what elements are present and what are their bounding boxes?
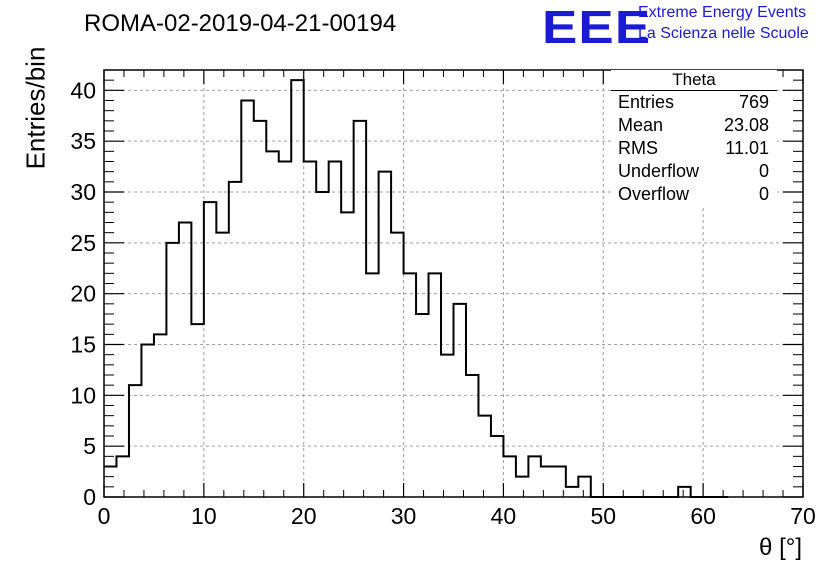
histogram-bin bbox=[141, 345, 153, 498]
stats-value: 23.08 bbox=[723, 115, 769, 135]
eee-subtitle-line2: La Scienza nelle Scuole bbox=[638, 25, 809, 42]
histogram-bin bbox=[478, 416, 490, 497]
histogram-bin bbox=[404, 273, 416, 497]
histogram-outline bbox=[104, 79, 729, 498]
histogram-bin bbox=[466, 375, 478, 497]
y-tick-label: 40 bbox=[70, 77, 96, 103]
y-tick-label: 25 bbox=[70, 230, 96, 256]
histogram-bin bbox=[329, 162, 341, 498]
stats-label: Underflow bbox=[618, 161, 700, 181]
eee-subtitle-line1: Extreme Energy Events bbox=[638, 4, 807, 21]
stats-row-entries: Entries 769 bbox=[611, 91, 777, 114]
histogram-bin bbox=[366, 273, 378, 497]
histogram-bin bbox=[354, 121, 366, 497]
histogram-bin bbox=[179, 223, 191, 498]
histogram-bin bbox=[129, 385, 141, 497]
x-axis-label: θ [°] bbox=[759, 534, 802, 561]
histogram-bin bbox=[154, 334, 166, 497]
histogram-bin bbox=[241, 101, 253, 498]
x-tick-label: 60 bbox=[690, 503, 716, 529]
histogram-bin bbox=[429, 273, 441, 497]
y-tick-label: 10 bbox=[70, 382, 96, 408]
y-axis-label: Entries/bin bbox=[20, 46, 51, 170]
y-tick-label: 15 bbox=[70, 332, 96, 358]
histogram-bin bbox=[491, 436, 503, 497]
histogram-bin bbox=[541, 467, 553, 498]
histogram-bin bbox=[678, 487, 690, 497]
stats-label: Entries bbox=[618, 92, 675, 112]
stats-label: RMS bbox=[618, 138, 658, 158]
histogram-bin bbox=[379, 172, 391, 497]
x-tick-label: 40 bbox=[491, 503, 517, 529]
x-tick-label: 30 bbox=[391, 503, 417, 529]
histogram-bin bbox=[578, 477, 590, 497]
histogram-bin bbox=[391, 233, 403, 497]
eee-logo: EEE bbox=[542, 1, 652, 53]
stats-row-overflow: Overflow 0 bbox=[611, 183, 777, 206]
stats-label: Mean bbox=[618, 115, 664, 135]
stats-value: 0 bbox=[758, 161, 769, 181]
histogram-bin bbox=[553, 467, 565, 498]
stats-row-mean: Mean 23.08 bbox=[611, 114, 777, 137]
histogram-bin bbox=[416, 314, 428, 497]
x-tick-label: 70 bbox=[790, 503, 816, 529]
x-tick-label: 10 bbox=[191, 503, 217, 529]
histogram-bin bbox=[204, 202, 216, 497]
histogram-bin bbox=[516, 477, 528, 497]
x-tick-label: 50 bbox=[590, 503, 616, 529]
histogram-bin bbox=[566, 487, 578, 497]
histogram-bin bbox=[304, 162, 316, 498]
histogram-bin bbox=[441, 355, 453, 497]
stats-row-underflow: Underflow 0 bbox=[611, 160, 777, 183]
y-tick-label: 5 bbox=[83, 433, 96, 459]
stats-row-rms: RMS 11.01 bbox=[611, 137, 777, 160]
histogram-bin bbox=[191, 324, 203, 497]
stats-label: Overflow bbox=[618, 184, 690, 204]
histogram-bin bbox=[291, 80, 303, 497]
histogram-bin bbox=[104, 467, 116, 498]
y-tick-label: 35 bbox=[70, 128, 96, 154]
histogram-bin bbox=[166, 243, 178, 497]
histogram-bin bbox=[216, 233, 228, 497]
histogram-bin bbox=[503, 456, 515, 497]
histogram-bin bbox=[316, 192, 328, 497]
stats-value: 11.01 bbox=[725, 138, 769, 158]
x-tick-label: 20 bbox=[291, 503, 317, 529]
tick-labels: 0 10 20 30 40 50 60 70 0 5 10 15 20 25 30 35 40 bbox=[70, 77, 815, 529]
histogram-bin bbox=[454, 304, 466, 497]
stats-value: 769 bbox=[738, 92, 769, 112]
run-title: ROMA-02-2019-04-21-00194 bbox=[84, 10, 397, 37]
stats-title: Theta bbox=[611, 70, 777, 91]
histogram-bin bbox=[528, 456, 540, 497]
y-tick-label: 30 bbox=[70, 179, 96, 205]
y-tick-label: 20 bbox=[70, 281, 96, 307]
histogram-bin bbox=[266, 151, 278, 497]
histogram-bin bbox=[279, 162, 291, 498]
histogram-bin bbox=[341, 212, 353, 497]
axis-ticks bbox=[103, 69, 804, 498]
y-tick-label: 0 bbox=[83, 484, 96, 510]
histogram-bin bbox=[229, 182, 241, 497]
histogram-bin bbox=[254, 121, 266, 497]
stats-value: 0 bbox=[758, 184, 769, 204]
histogram-bin bbox=[116, 456, 128, 497]
x-tick-label: 0 bbox=[98, 503, 111, 529]
stats-box: Theta Entries 769 Mean 23.08 RMS 11.01 U… bbox=[611, 70, 777, 206]
